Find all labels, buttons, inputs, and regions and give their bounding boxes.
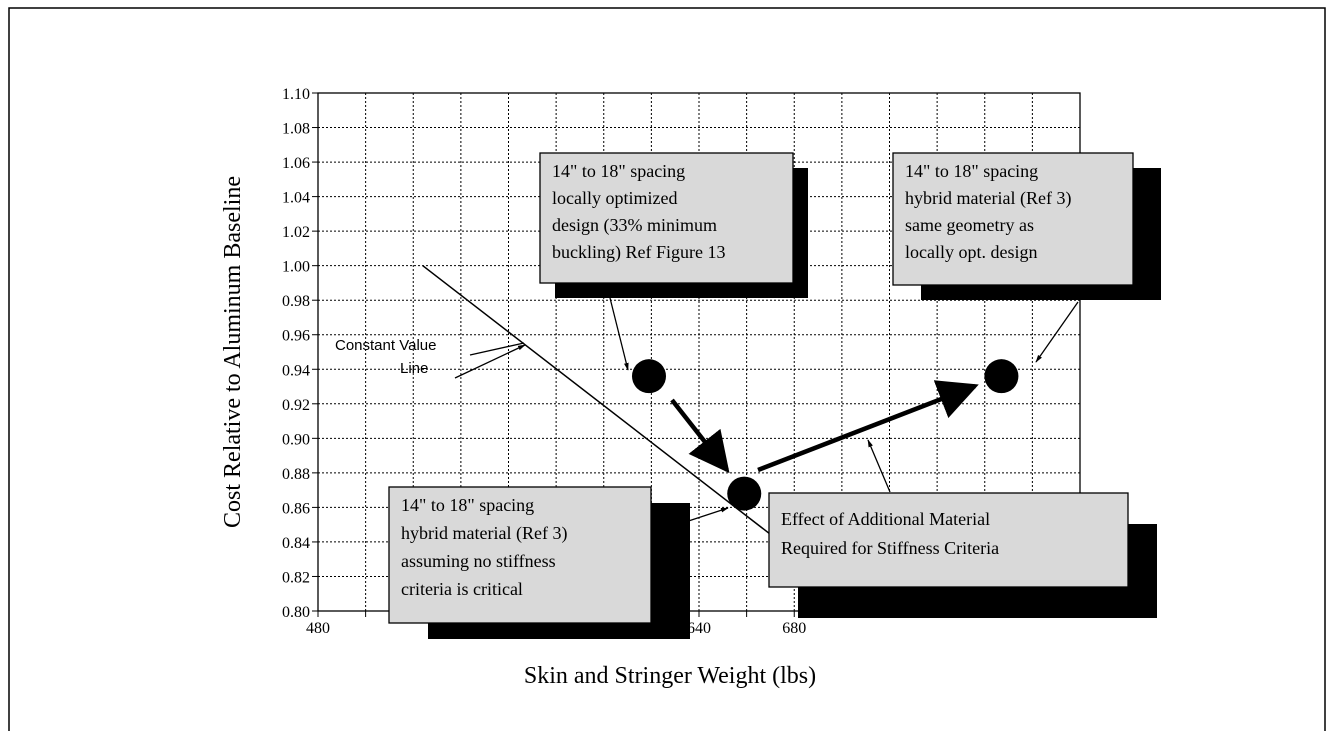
y-tick-label: 0.82 (282, 569, 310, 586)
annotations: 14" to 18" spacing locally optimized desig… (335, 152, 1161, 639)
y-tick-label: 1.06 (282, 155, 310, 172)
y-tick-label: 1.04 (282, 190, 310, 207)
x-tick-label: 480 (306, 620, 330, 637)
annotation-text: assuming no stiffness (401, 551, 556, 571)
bold-arrow (670, 398, 730, 474)
annotation-box (892, 152, 1134, 286)
y-tick-label: 1.08 (282, 121, 310, 138)
frame (8, 7, 1326, 731)
y-tick-label: 0.88 (282, 466, 310, 483)
annotation-text: 14" to 18" spacing (401, 495, 534, 515)
y-tick-label: 1.10 (282, 86, 310, 103)
annotation-text: buckling) Ref Figure 13 (552, 242, 725, 263)
annotation-text: hybrid material (Ref 3) (905, 188, 1071, 209)
point (727, 476, 762, 511)
y-tick-label: 1.02 (282, 224, 310, 241)
annotation-text: criteria is critical (401, 579, 523, 599)
y-tick-label: 1.00 (282, 259, 310, 276)
annotation-text: design (33% minimum (552, 215, 717, 236)
annotation-box (768, 492, 1129, 588)
annotation-text: 14" to 18" spacing (905, 161, 1038, 181)
y-tick-label: 0.92 (282, 397, 310, 414)
annotation-text: Constant Value (335, 337, 436, 354)
leader-arrow (867, 439, 891, 493)
y-axis-label: Cost Relative to Aluminum Baseline (220, 176, 246, 528)
annotation-text: locally optimized (552, 188, 677, 208)
y-tick-label: 0.94 (282, 362, 310, 379)
annotation-text: Line (400, 360, 428, 377)
leader-arrow (454, 344, 526, 379)
arrows (454, 297, 1079, 533)
point (984, 359, 1019, 394)
y-tick-label: 0.96 (282, 328, 310, 345)
annotation-box (388, 486, 652, 624)
annotation-text: same geometry as (905, 215, 1034, 235)
x-axis-label: Skin and Stringer Weight (lbs) (524, 663, 816, 689)
y-tick-label: 0.80 (282, 604, 310, 621)
point (631, 359, 666, 394)
y-tick-label: 0.84 (282, 535, 310, 552)
annotation-text: Required for Stiffness Criteria (781, 538, 999, 558)
annotation-box (539, 152, 794, 284)
bold-arrow (757, 380, 979, 473)
leader-arrow (1035, 301, 1079, 363)
y-tick-label: 0.86 (282, 500, 310, 517)
leader-arrow (609, 297, 629, 371)
annotation-text: hybrid material (Ref 3) (401, 523, 567, 544)
leader-line (469, 342, 525, 356)
x-tick-label: 680 (782, 620, 806, 637)
annotation-text: locally opt. design (905, 242, 1037, 262)
annotation-text: 14" to 18" spacing (552, 161, 685, 181)
annotation-text: Effect of Additional Material (781, 509, 990, 529)
y-tick-label: 0.98 (282, 293, 310, 310)
x-tick-label: 640 (687, 620, 711, 637)
y-tick-label: 0.90 (282, 431, 310, 448)
